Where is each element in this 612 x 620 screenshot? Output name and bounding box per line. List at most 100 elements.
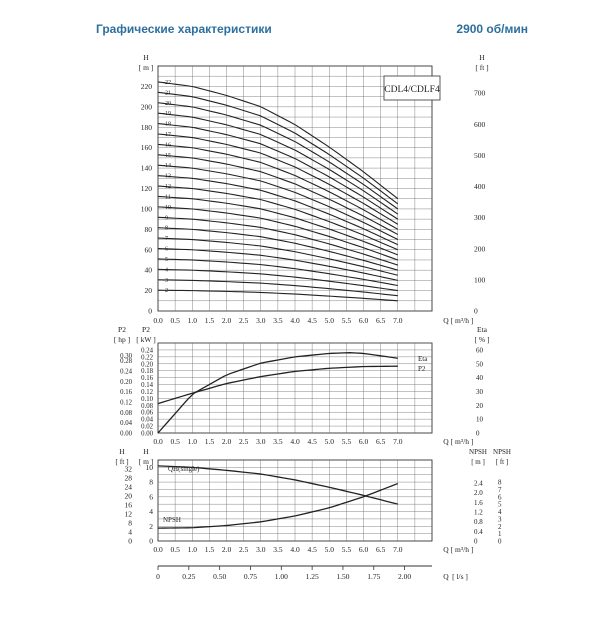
head-curve-stage xyxy=(157,227,398,271)
power-hp-tick-label: 0.30 xyxy=(120,353,132,360)
npsh-m-tick-label: 1.2 xyxy=(474,509,483,517)
head-y2label: H xyxy=(479,53,485,62)
head-y2-tick-label: 600 xyxy=(474,120,486,129)
stage-label: -14 xyxy=(163,163,171,169)
head-curve-stage xyxy=(157,143,399,230)
npsh-m-tick-label: 0 xyxy=(474,538,478,546)
head-y2-tick-label: 200 xyxy=(474,244,486,253)
head-chart-x-tick-label: 5.5 xyxy=(342,316,352,325)
power-kw-tick-label: 0.10 xyxy=(141,396,153,403)
ls-xlabel: Q xyxy=(443,572,449,581)
power-hp-tick-label: 0.20 xyxy=(120,379,132,386)
npsh-chart-x-tick-label: 6.0 xyxy=(359,545,369,554)
power-chart-x-tick-label: 6.0 xyxy=(359,437,369,446)
head-curve-stage xyxy=(157,175,398,246)
head-y-tick-label: 220 xyxy=(141,82,153,91)
ls-x-tick-label: 0.50 xyxy=(213,572,226,581)
npsh-chart-m-tick-label: 6 xyxy=(149,492,153,501)
npsh-chart-x-tick-label: 4.5 xyxy=(307,545,317,554)
power-hp-tick-label: 0.00 xyxy=(120,431,132,438)
head-chart-x-tick-label: 1.5 xyxy=(205,316,215,325)
npsh-m-label: NPSH xyxy=(469,448,487,456)
head-y-tick-label: 200 xyxy=(141,102,153,111)
stage-label: -21 xyxy=(163,90,171,96)
power-hp-label: P2 xyxy=(118,325,126,334)
head-chart-x-tick-label: 0.0 xyxy=(153,316,163,325)
head-curve-stage xyxy=(157,91,399,205)
stage-label: -5 xyxy=(163,257,168,263)
power-kw-tick-label: 0.12 xyxy=(141,389,153,396)
power-kw-tick-label: 0.18 xyxy=(141,368,153,375)
stage-label: -2 xyxy=(163,288,168,294)
npsh-chart-x-tick-label: 3.5 xyxy=(273,545,283,554)
head-curve-stage xyxy=(157,81,399,200)
power-chart-x-tick-label: 3.5 xyxy=(273,437,283,446)
power-eta-tick-label: 60 xyxy=(476,346,484,354)
power-chart-x-tick-label: 7.0 xyxy=(393,437,403,446)
npsh-m-tick-label: 2.4 xyxy=(474,480,483,488)
ls-x-tick-label: 0.75 xyxy=(244,572,257,581)
npsh-m-tick-label: 0.8 xyxy=(474,518,483,526)
head-curve-stage xyxy=(157,279,398,297)
power-xlabel: Q xyxy=(443,437,449,446)
power-kw-tick-label: 0.04 xyxy=(141,417,153,424)
power-eta-unit: [ % ] xyxy=(475,335,490,344)
power-chart-x-tick-label: 4.5 xyxy=(307,437,317,446)
npsh-chart-ft-tick-label: 16 xyxy=(125,501,133,510)
npsh-chart-x-tick-label: 0.5 xyxy=(170,545,180,554)
head-chart-x-tick-label: 3.5 xyxy=(273,316,283,325)
npsh-chart-m-tick-label: 0 xyxy=(149,537,153,546)
npsh-chart-m-tick-label: 8 xyxy=(149,478,153,487)
page-title: Графические характеристики xyxy=(96,22,272,36)
power-chart-x-tick-label: 0.5 xyxy=(170,437,180,446)
power-kw-unit: [ kW ] xyxy=(136,335,155,344)
npsh-m-unit: [ m ] xyxy=(471,458,485,466)
head-curve-stage xyxy=(157,195,398,256)
power-eta-tick-label: 0 xyxy=(476,430,480,438)
head-chart-x-tick-label: 0.5 xyxy=(170,316,180,325)
stage-label: -9 xyxy=(163,215,168,221)
npsh-chart-x-tick-label: 2.0 xyxy=(222,545,232,554)
power-kw-tick-label: 0.02 xyxy=(141,424,153,431)
npsh-chart-ft-tick-label: 24 xyxy=(125,483,133,492)
head-y2unit: [ ft ] xyxy=(475,63,488,72)
power-hp-unit: [ hp ] xyxy=(114,335,130,344)
power-eta-tick-label: 50 xyxy=(476,360,484,368)
npsh-chart-ft-tick-label: 12 xyxy=(125,510,133,519)
head-curve-stage xyxy=(157,268,398,292)
npsh-ft-tick-label: 6 xyxy=(498,493,502,501)
npsh-m-tick-label: 1.6 xyxy=(474,499,483,507)
p2-curve-label: P2 xyxy=(418,365,426,373)
power-chart-x-tick-label: 5.0 xyxy=(325,437,335,446)
head-curve-stage xyxy=(157,206,398,261)
head-curve-stage xyxy=(157,258,398,287)
power-eta-tick-label: 20 xyxy=(476,402,484,410)
npsh-ft-tick-label: 5 xyxy=(498,501,502,509)
npsh-ft-tick-label: 2 xyxy=(498,523,502,531)
power-chart-x-tick-label: 4.0 xyxy=(290,437,300,446)
head-chart-x-tick-label: 6.0 xyxy=(359,316,369,325)
head-y-tick-label: 180 xyxy=(141,123,153,132)
head-y-tick-label: 140 xyxy=(141,164,153,173)
head-y2-tick-label: 500 xyxy=(474,151,486,160)
npsh-ft-unit: [ ft ] xyxy=(496,458,508,466)
npsh-ft-label: NPSH xyxy=(493,448,511,456)
npsh-chart-m-tick-label: 4 xyxy=(149,507,153,516)
npsh-chart-ft-tick-label: 28 xyxy=(125,474,133,483)
ls-xunit: [ l/s ] xyxy=(452,572,468,581)
npsh-chart-x-tick-label: 5.0 xyxy=(325,545,335,554)
power-chart-x-tick-label: 3.0 xyxy=(256,437,266,446)
head-curve-stage xyxy=(157,237,398,276)
head-y2-tick-label: 700 xyxy=(474,89,486,98)
power-kw-tick-label: 0.20 xyxy=(141,361,153,368)
npsh-ft-tick-label: 1 xyxy=(498,530,502,538)
stage-label: -11 xyxy=(163,194,171,200)
power-kw-tick-label: 0.00 xyxy=(141,431,153,438)
head-chart-x-tick-label: 5.0 xyxy=(325,316,335,325)
power-hp-tick-label: 0.28 xyxy=(120,358,132,365)
npsh-chart-m-unit: [ m ] xyxy=(139,457,154,466)
stage-label: -22 xyxy=(163,80,171,86)
power-chart-x-tick-label: 5.5 xyxy=(342,437,352,446)
head-title-box xyxy=(383,75,441,101)
